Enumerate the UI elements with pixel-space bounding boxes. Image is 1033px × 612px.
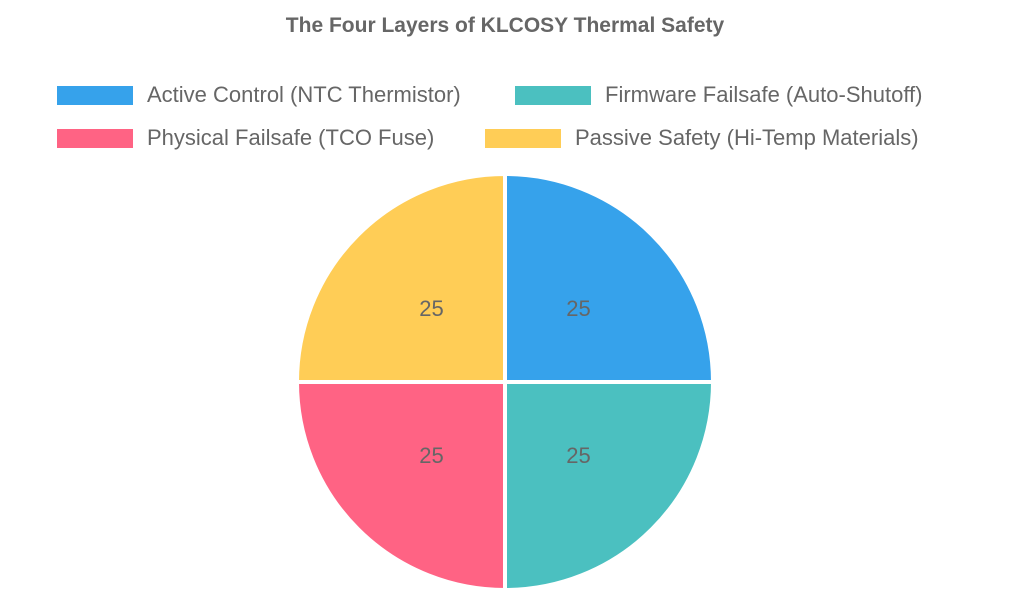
slice-value-label-active-control: 25 (566, 296, 590, 321)
legend-label-active-control: Active Control (NTC Thermistor) (147, 82, 461, 107)
legend-item-active-control[interactable]: Active Control (NTC Thermistor) (57, 82, 461, 107)
legend-label-physical-failsafe: Physical Failsafe (TCO Fuse) (147, 125, 435, 150)
legend-item-passive-safety[interactable]: Passive Safety (Hi-Temp Materials) (485, 125, 919, 150)
slice-value-label-physical-failsafe: 25 (419, 443, 443, 468)
pie-slice-physical-failsafe[interactable] (294, 380, 507, 593)
legend-swatch-active-control (57, 85, 133, 105)
slice-value-label-passive-safety: 25 (419, 296, 443, 321)
pie-slice-active-control[interactable] (503, 171, 716, 384)
legend-label-firmware-failsafe: Firmware Failsafe (Auto-Shutoff) (605, 82, 923, 107)
legend-swatch-firmware-failsafe (515, 85, 591, 105)
chart-title: The Four Layers of KLCOSY Thermal Safety (285, 14, 725, 37)
legend: Active Control (NTC Thermistor) Firmware… (0, 0, 1033, 170)
legend-item-physical-failsafe[interactable]: Physical Failsafe (TCO Fuse) (57, 125, 435, 150)
slice-value-label-firmware-failsafe: 25 (566, 443, 590, 468)
pie-slice-firmware-failsafe[interactable] (503, 380, 716, 593)
legend-item-firmware-failsafe[interactable]: Firmware Failsafe (Auto-Shutoff) (515, 82, 923, 107)
legend-swatch-physical-failsafe (57, 128, 133, 148)
legend-label-passive-safety: Passive Safety (Hi-Temp Materials) (575, 125, 919, 150)
pie-slice-passive-safety[interactable] (294, 171, 507, 384)
legend-swatch-passive-safety (485, 128, 561, 148)
